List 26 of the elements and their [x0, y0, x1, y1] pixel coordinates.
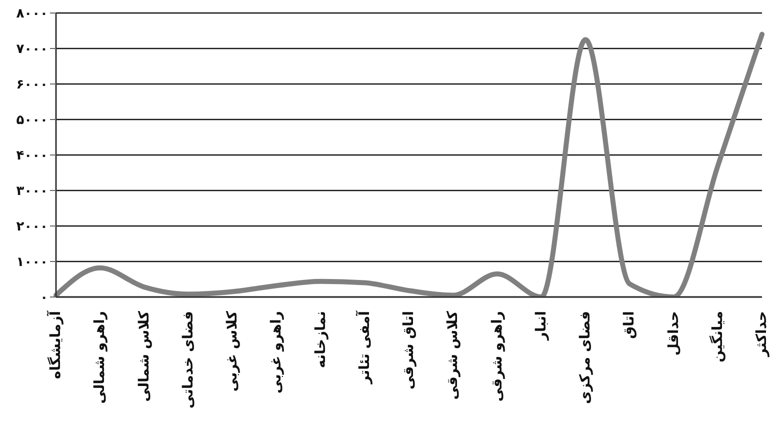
x-tick-label: راهرو شمالی [92, 311, 108, 404]
x-tick-label: کلاس شرقی [445, 310, 462, 400]
x-tick-label: آزمایشگاه [46, 310, 64, 379]
x-tick-label: انبار [533, 311, 550, 342]
x-tick-label: کلاس غربی [224, 310, 240, 392]
x-tick-label: فضای خدماتی [180, 311, 196, 408]
x-tick-label: اتاق [622, 311, 638, 339]
y-tick-label: ۶۰۰۰ [16, 78, 48, 93]
x-tick-label: حداقل [666, 311, 682, 356]
x-tick-label: فضای مرکزی [578, 311, 594, 404]
x-tick-label: راهرو غربی [268, 311, 285, 394]
x-tick-label: کلاس شمالی [136, 310, 152, 402]
y-tick-label: ۴۰۰۰ [16, 148, 48, 164]
x-tick-label: میانگین [708, 311, 726, 362]
x-tick-label: حداکثر [754, 311, 770, 358]
y-tick-label: ۱۰۰۰ [16, 255, 48, 270]
y-tick-label: ۷۰۰۰ [16, 42, 48, 58]
y-tick-label: ۸۰۰۰ [16, 6, 48, 22]
y-tick-label: ۰ [40, 290, 48, 306]
y-tick-label: ۲۰۰۰ [16, 220, 48, 235]
x-tick-label: نمازخانه [312, 311, 329, 368]
x-tick-label: آمفی تئاتر [354, 310, 373, 385]
x-tick-label: راهرو شرقی [489, 311, 506, 402]
x-tick-label: اتاق شرقی [401, 311, 417, 390]
y-tick-label: ۳۰۰۰ [16, 184, 48, 200]
y-tick-label: ۵۰۰۰ [16, 113, 48, 128]
